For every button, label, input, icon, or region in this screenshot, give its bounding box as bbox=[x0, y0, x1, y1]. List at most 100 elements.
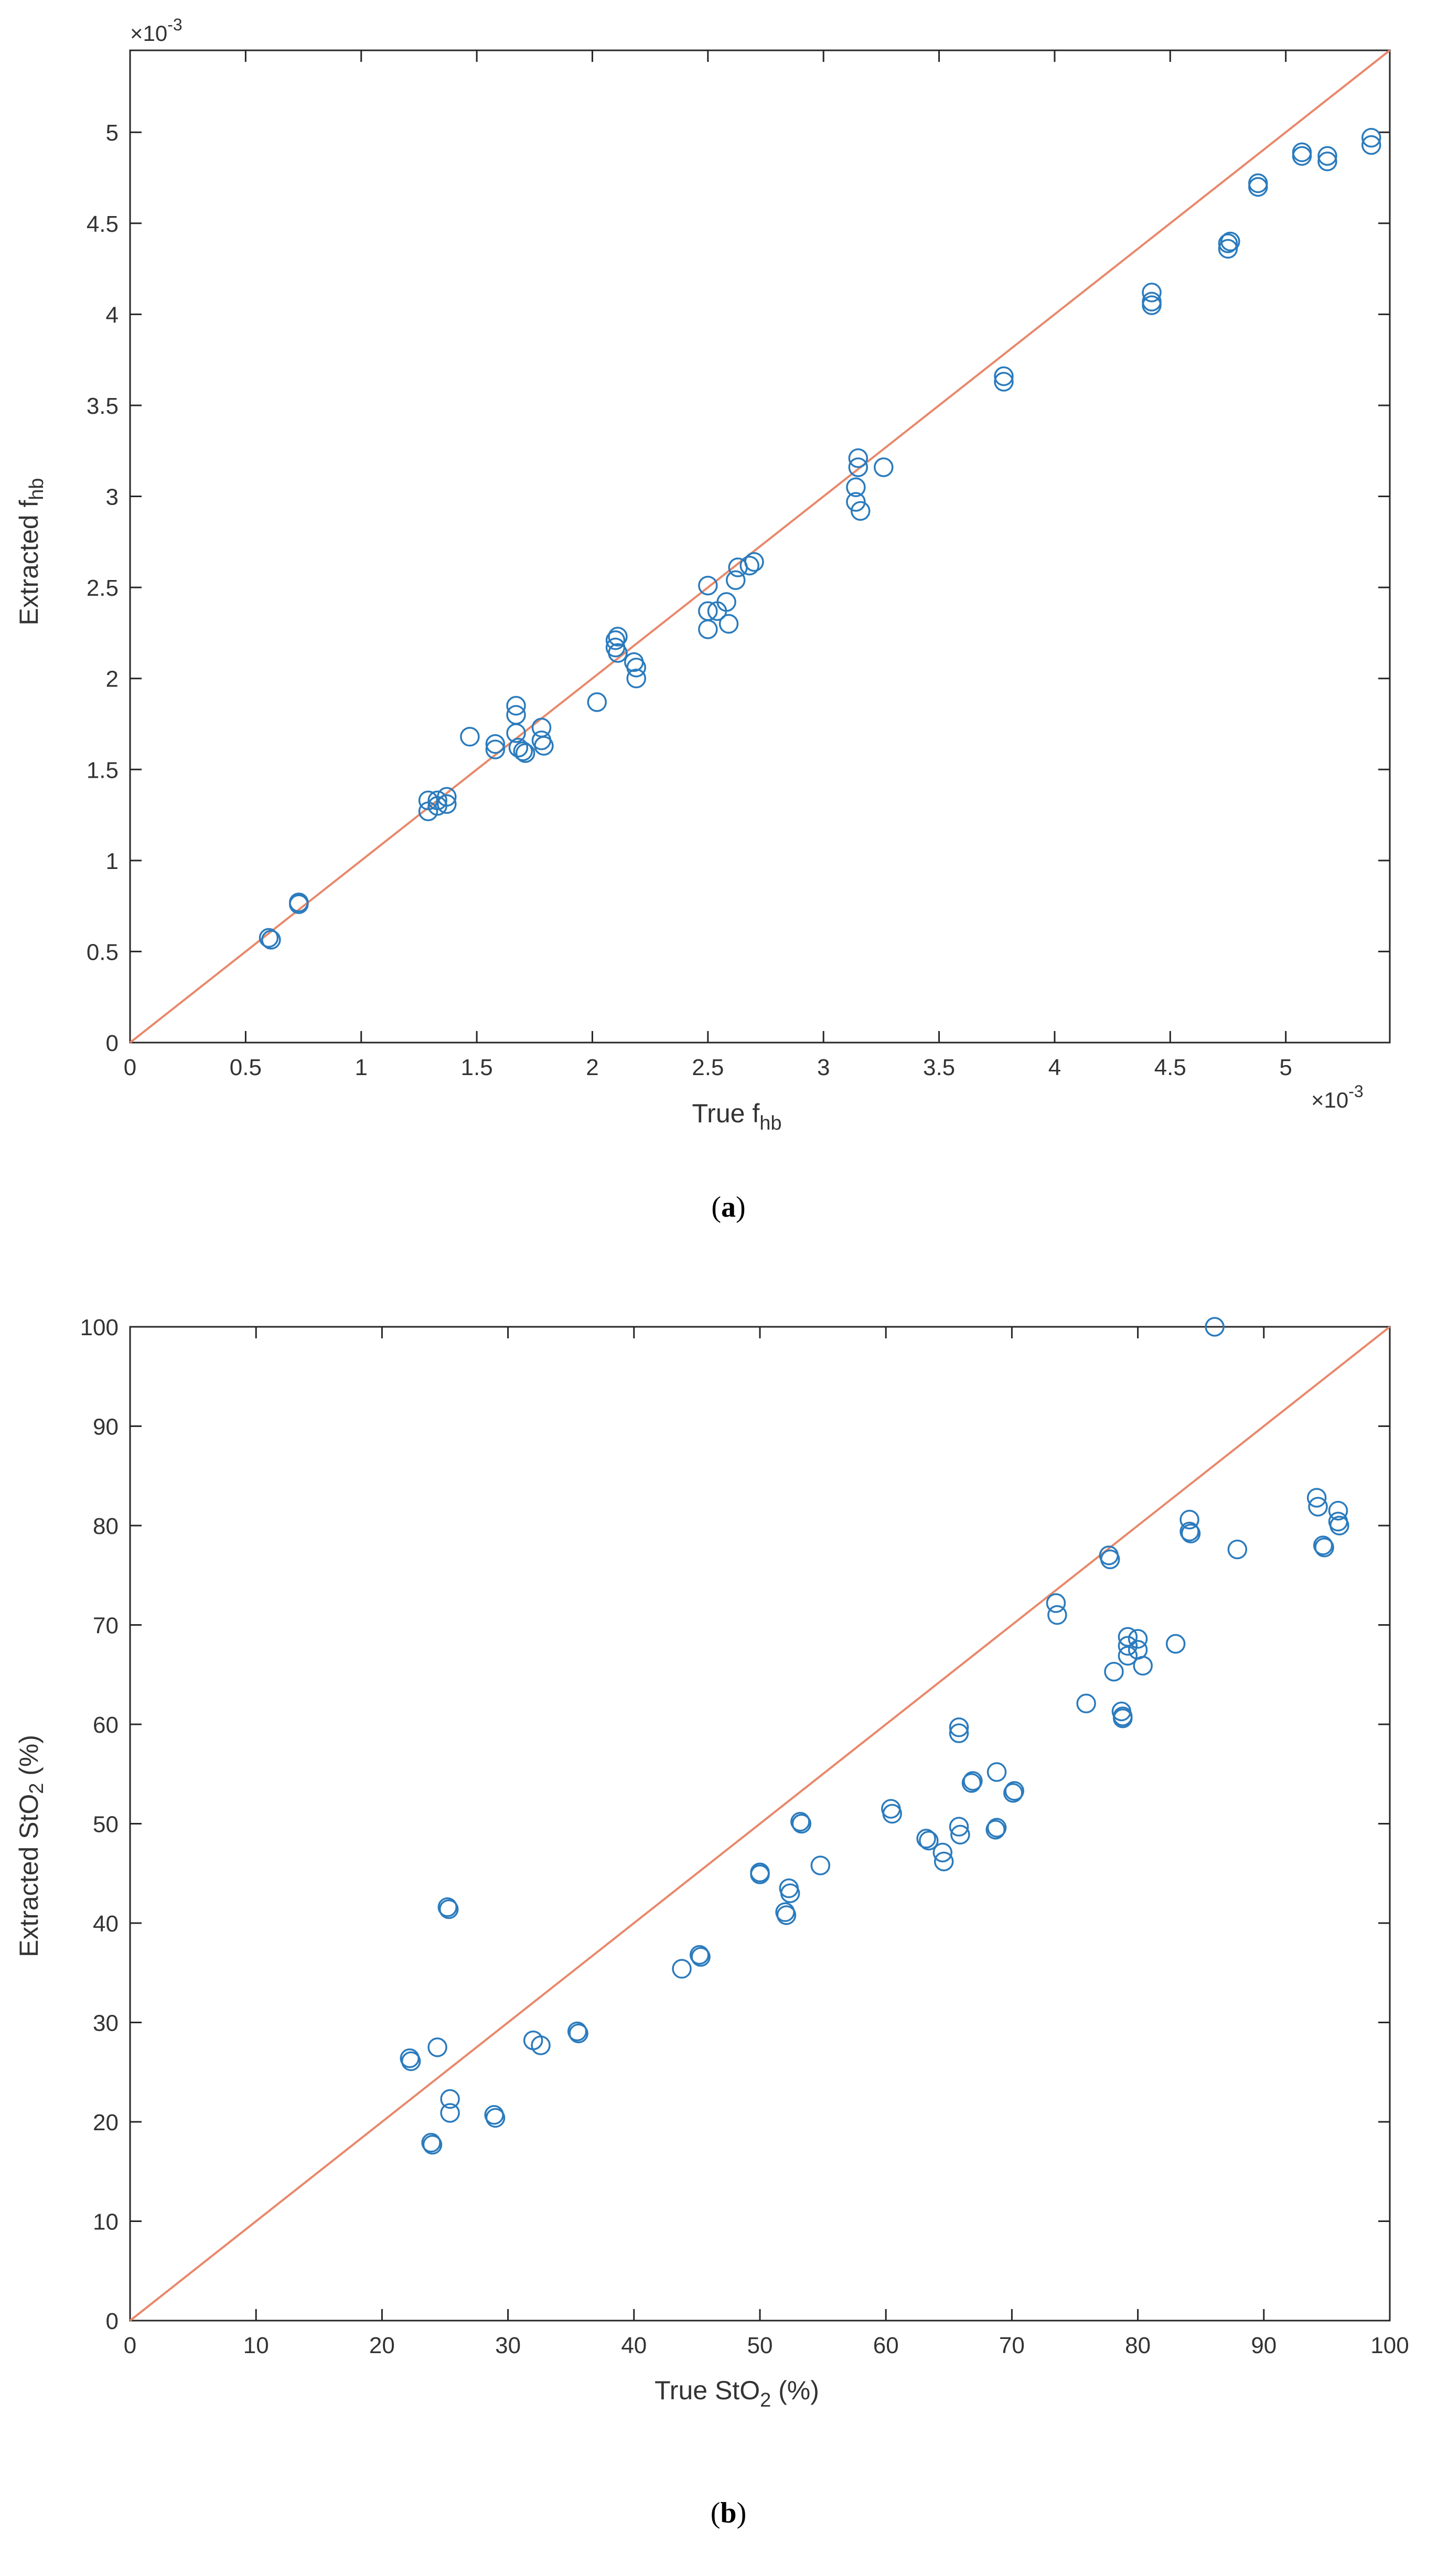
panel-a-x-tick-label: 1 bbox=[355, 1055, 367, 1080]
panel-a-identity-line bbox=[129, 49, 1391, 1044]
panel-b-data-point bbox=[1113, 1706, 1133, 1726]
panel-a-chart: 0 0.5 1 1.5 2 2.5 3 3.5 4 4.5 5 0 0.5 1 1.5 2 2.5 3 3.5 4 4.… bbox=[14, 15, 1391, 1223]
panel-a-data-point bbox=[725, 570, 746, 590]
panel-a-data-point bbox=[1248, 177, 1268, 197]
panel-a-data-point bbox=[1142, 295, 1162, 315]
panel-a-y-tick-label: 1.5 bbox=[87, 757, 119, 783]
panel-b-data-point bbox=[1004, 1781, 1024, 1801]
panel-a-data-point bbox=[506, 696, 526, 716]
panel-b-data-point bbox=[1133, 1656, 1153, 1676]
panel-a-y-tick-label: 0.5 bbox=[87, 939, 119, 965]
panel-b-chart: 0 10 20 30 40 50 60 70 80 90 100 0 10 20 30 40 50 60 70 80 9… bbox=[14, 1315, 1409, 2529]
panel-b-x-tick-label: 50 bbox=[747, 2333, 773, 2358]
panel-a-y-tick-label: 3 bbox=[106, 485, 119, 510]
panel-b-x-tick-label: 10 bbox=[243, 2333, 269, 2358]
panel-a-y-tick-label: 5 bbox=[106, 120, 119, 146]
panel-b-y-tick-label: 10 bbox=[93, 2209, 119, 2235]
panel-b-x-tick-label: 100 bbox=[1370, 2333, 1409, 2358]
panel-a-data-point bbox=[698, 619, 718, 639]
panel-b-data-point bbox=[1306, 1488, 1327, 1508]
panel-b-x-axis-label: True StO2 (%) bbox=[655, 2376, 819, 2411]
panel-a-caption: (a) bbox=[711, 1191, 745, 1223]
panel-a-data-point bbox=[1248, 173, 1268, 194]
panel-a-x-tick-label: 2.5 bbox=[692, 1055, 724, 1080]
panel-a-x-tick-label: 0 bbox=[124, 1055, 136, 1080]
panel-b-data-point bbox=[882, 1804, 902, 1824]
panel-a-data-point bbox=[698, 575, 718, 596]
panel-b-data-point bbox=[1308, 1497, 1328, 1517]
panel-a-data-point bbox=[513, 741, 533, 761]
panel-a-data-point bbox=[427, 790, 447, 811]
panel-b-x-tick-label: 40 bbox=[621, 2333, 647, 2358]
panel-b-y-tick-label: 70 bbox=[93, 1613, 119, 1639]
panel-b-data-point bbox=[950, 1824, 970, 1845]
panel-a-data-point bbox=[608, 627, 628, 647]
panel-a-data-point bbox=[587, 692, 607, 712]
panel-a-data-point bbox=[994, 372, 1014, 392]
panel-b-y-tick-label: 40 bbox=[93, 1911, 119, 1937]
panel-a-data-point bbox=[850, 501, 871, 521]
panel-a-data-point bbox=[418, 790, 438, 811]
panel-a-data-point bbox=[506, 723, 526, 743]
panel-b-data-point bbox=[1118, 1646, 1138, 1666]
panel-a-data-point bbox=[744, 552, 764, 572]
panel-a-y-exponent: ×10-3 bbox=[130, 15, 183, 46]
panel-a-y-axis-label: Extracted fhb bbox=[14, 478, 48, 625]
panel-b-x-tick-label: 80 bbox=[1125, 2333, 1151, 2358]
panel-b-data-point bbox=[961, 1773, 982, 1793]
panel-b-data-point bbox=[1128, 1629, 1148, 1649]
panel-b-y-axis-label: Extracted StO2 (%) bbox=[14, 1735, 48, 1957]
panel-b-data-point bbox=[1118, 1636, 1138, 1656]
panel-b-y-tick-label: 80 bbox=[93, 1514, 119, 1539]
panel-b-data-point bbox=[567, 2021, 587, 2042]
panel-a-axes-box bbox=[129, 49, 1391, 1044]
panel-b-y-tick-label: 0 bbox=[106, 2309, 119, 2334]
panel-b-y-tick-label: 60 bbox=[93, 1712, 119, 1738]
panel-b-data-point bbox=[949, 1717, 969, 1737]
panel-b-data-point bbox=[531, 2035, 551, 2055]
panel-a-data-point bbox=[718, 614, 739, 634]
panel-a-y-tick-label: 4.5 bbox=[87, 211, 119, 237]
panel-b-data-point bbox=[401, 2051, 421, 2071]
panel-a-x-exponent: ×10-3 bbox=[1311, 1082, 1364, 1112]
panel-a-x-tick-label: 3 bbox=[817, 1055, 830, 1080]
panel-a-data-point bbox=[716, 592, 736, 612]
panel-a-y-tick-label: 3.5 bbox=[87, 393, 119, 419]
panel-a-x-tick-label: 0.5 bbox=[230, 1055, 262, 1080]
panel-a-y-tick-label: 2 bbox=[106, 667, 119, 692]
panel-a-y-tick-label: 0 bbox=[106, 1031, 119, 1056]
panel-b-data-point bbox=[1328, 1500, 1348, 1521]
panel-a-x-tick-label: 2 bbox=[586, 1055, 598, 1080]
panel-a-data-point bbox=[739, 555, 759, 576]
panel-a-y-tick-label: 1 bbox=[106, 849, 119, 874]
panel-a-data-point bbox=[485, 734, 506, 754]
panel-a-data-point bbox=[1361, 135, 1381, 155]
panel-b-data-point bbox=[691, 1947, 711, 1967]
panel-a-data-point bbox=[1317, 152, 1337, 171]
panel-a-data-point bbox=[994, 366, 1014, 387]
panel-a-data-point bbox=[508, 737, 529, 758]
panel-b-data-point bbox=[569, 2023, 588, 2044]
panel-b-data-point bbox=[689, 1945, 710, 1965]
panel-a-data-point bbox=[608, 643, 628, 663]
panel-a-data-point bbox=[874, 457, 894, 477]
panel-a-data-point bbox=[848, 457, 868, 477]
panel-a-data-point bbox=[1142, 282, 1162, 303]
panel-a-data-point bbox=[259, 928, 279, 948]
panel-a-data-point bbox=[846, 492, 866, 512]
panel-a-data-point bbox=[485, 739, 506, 759]
panel-b-data-point bbox=[934, 1851, 954, 1872]
panel-a-data-point bbox=[626, 668, 646, 689]
panel-a-x-tick-label: 3.5 bbox=[923, 1055, 955, 1080]
panel-a-data-point bbox=[848, 448, 868, 468]
panel-b-x-tick-label: 70 bbox=[999, 2333, 1025, 2358]
panel-a-y-tick-label: 4 bbox=[106, 302, 119, 328]
panel-b-x-tick-label: 60 bbox=[873, 2333, 899, 2358]
panel-b-data-point bbox=[1181, 1523, 1201, 1543]
panel-b-data-point bbox=[919, 1830, 939, 1851]
panel-b-data-point bbox=[437, 1897, 458, 1917]
panel-a-data-point bbox=[460, 727, 480, 747]
panel-b-y-tick-label: 50 bbox=[93, 1812, 119, 1838]
panel-b-data-point bbox=[421, 2133, 441, 2153]
